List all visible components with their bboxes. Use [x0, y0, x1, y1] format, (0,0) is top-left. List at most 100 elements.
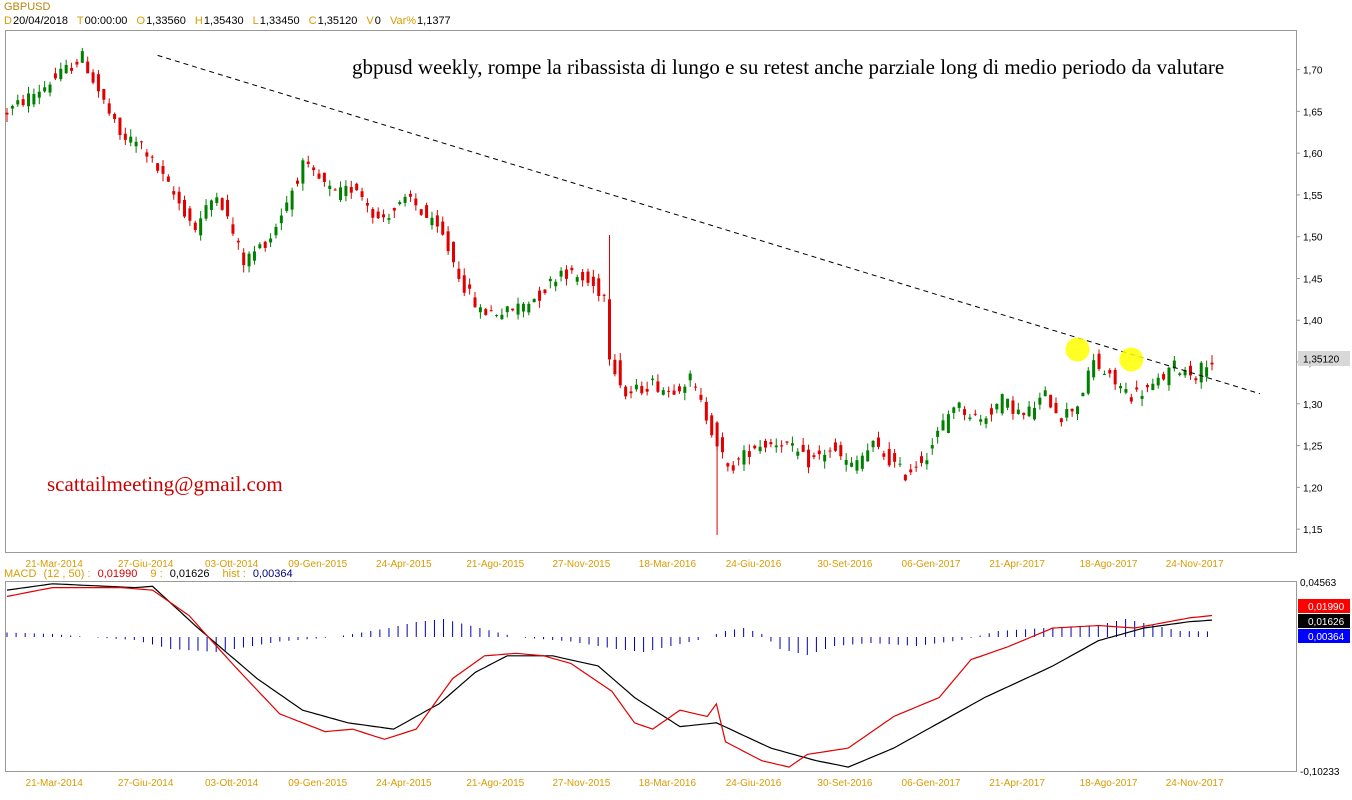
x-tick-label: 09-Gen-2015 — [288, 559, 347, 570]
candle-body — [720, 437, 724, 453]
candle-body — [263, 241, 267, 248]
candle-body — [979, 419, 983, 422]
candle-body — [898, 463, 902, 465]
candle-body — [903, 474, 907, 481]
x-tick-label: 24-Apr-2015 — [376, 559, 432, 570]
candle-body — [575, 277, 579, 282]
candle-body — [403, 196, 407, 203]
candle-body — [1113, 369, 1117, 385]
candle-body — [1205, 367, 1209, 377]
macd-params: (12 , 50) : — [43, 568, 91, 580]
candle-body — [570, 267, 574, 271]
candle-body — [258, 244, 262, 249]
x-tick-label: 27-Nov-2015 — [552, 778, 610, 789]
last-price-label: 1,35120 — [1303, 355, 1340, 366]
candle-body — [957, 402, 961, 408]
candle-body — [780, 445, 784, 447]
x-tick-label: 24-Nov-2017 — [1166, 559, 1224, 570]
candle-body — [909, 469, 913, 473]
candle-body — [161, 166, 165, 174]
candle-body — [952, 407, 956, 413]
macd-histogram — [6, 619, 1208, 655]
candle-body — [554, 281, 558, 287]
x-tick-label: 24-Apr-2015 — [376, 778, 432, 789]
candle-body — [930, 445, 934, 449]
y-tick-label: 1,45 — [1303, 274, 1323, 285]
candle-body — [667, 390, 671, 392]
candle-body — [252, 251, 256, 261]
candle-body — [484, 309, 488, 316]
candle-body — [946, 414, 950, 433]
candle-body — [995, 403, 999, 410]
candle-body — [688, 373, 692, 381]
field-value-date: 20/04/2018 — [12, 15, 69, 27]
candle-body — [1167, 367, 1171, 386]
highlights — [1065, 337, 1144, 372]
candle-body — [564, 269, 568, 279]
price-y-axis: 1,701,651,601,551,501,451,401,351,301,25… — [1296, 66, 1323, 536]
candle-body — [70, 67, 74, 71]
candle-body — [193, 222, 197, 230]
field-key-var: Var% — [389, 15, 417, 27]
candle-body — [489, 310, 493, 312]
candle-body — [1000, 394, 1004, 414]
candle-body — [618, 360, 622, 386]
candle-body — [882, 453, 886, 457]
candle-body — [236, 240, 240, 243]
candle-body — [1102, 374, 1106, 376]
candle-body — [226, 199, 230, 217]
candle-body — [1183, 369, 1187, 376]
y-tick-label: 1,15 — [1303, 525, 1323, 536]
candle-body — [677, 386, 681, 392]
candle-body — [457, 268, 461, 279]
candle-body — [387, 218, 391, 220]
candle-body — [430, 217, 434, 226]
candle-body — [139, 141, 143, 143]
candle-body — [1129, 397, 1133, 402]
candle-body — [1135, 387, 1139, 390]
candle-body — [129, 136, 133, 143]
candle-body — [123, 133, 127, 140]
candle-body — [591, 276, 595, 287]
x-tick-label: 24-Giu-2016 — [726, 559, 782, 570]
candle-body — [505, 306, 509, 313]
candle-body — [914, 466, 918, 468]
candle-body — [1097, 353, 1101, 369]
candle-body — [274, 226, 278, 236]
candle-body — [242, 252, 246, 266]
candle-body — [1032, 407, 1036, 420]
candle-body — [656, 381, 660, 392]
macd-label: MACD — [4, 568, 37, 580]
hist-value-box — [1298, 629, 1350, 643]
candle-body — [172, 191, 176, 195]
candle-body — [801, 444, 805, 452]
x-tick-label: 21-Ago-2015 — [466, 559, 524, 570]
candle-body — [1086, 370, 1090, 394]
macd-header-value: 0,01990 — [97, 568, 138, 580]
candle-body — [5, 112, 9, 115]
candle-body — [1188, 365, 1192, 376]
candle-body — [408, 193, 412, 197]
y-tick-label: 1,50 — [1303, 233, 1323, 244]
field-key-date: D — [4, 15, 12, 27]
candle-body — [1065, 408, 1069, 418]
candle-body — [1011, 400, 1015, 414]
candle-body — [1124, 389, 1128, 393]
macd-value-label: 0,01990 — [1308, 602, 1345, 613]
candle-body — [920, 456, 924, 463]
macd-plot-frame — [5, 581, 1297, 772]
candle-body — [220, 198, 224, 210]
candle-body — [382, 214, 386, 218]
candle-body — [500, 314, 504, 320]
candle-body — [145, 152, 149, 157]
candle-body — [753, 445, 757, 449]
x-tick-label: 21-Ago-2015 — [466, 778, 524, 789]
highlight-circle — [1119, 347, 1144, 372]
candle-body — [796, 451, 800, 456]
candle-body — [113, 113, 117, 120]
ohlc-readout: D20/04/2018 T00:00:00 O1,33560 H1,35430 … — [4, 15, 457, 27]
candle-body — [10, 105, 14, 109]
candle-body — [769, 442, 773, 445]
x-tick-label: 03-Ott-2014 — [205, 778, 259, 789]
